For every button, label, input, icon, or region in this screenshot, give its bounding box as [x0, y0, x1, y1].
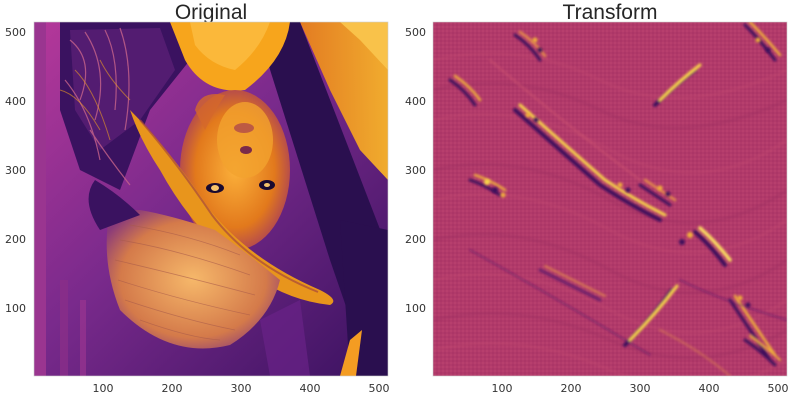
- x-tick-label: 200: [561, 382, 582, 395]
- x-tick-label: 300: [630, 382, 651, 395]
- x-tick-label: 400: [300, 382, 321, 395]
- x-tick-label: 100: [492, 382, 513, 395]
- y-tick-label: 300: [5, 164, 26, 177]
- original-y-axis: 500 400 300 200 100: [5, 26, 26, 315]
- original-image: [34, 22, 388, 376]
- y-tick-label: 500: [5, 26, 26, 39]
- y-tick-label: 500: [405, 26, 426, 39]
- y-tick-label: 300: [405, 164, 426, 177]
- y-tick-label: 200: [5, 233, 26, 246]
- transform-x-axis: 100 200 300 400 500: [492, 382, 789, 395]
- transform-image: [433, 22, 787, 376]
- y-tick-label: 100: [5, 302, 26, 315]
- x-tick-label: 300: [231, 382, 252, 395]
- original-title: Original: [175, 1, 247, 24]
- x-tick-label: 500: [768, 382, 789, 395]
- y-tick-label: 200: [405, 233, 426, 246]
- y-tick-label: 400: [405, 95, 426, 108]
- original-x-axis: 100 200 300 400 500: [93, 382, 390, 395]
- x-tick-label: 200: [162, 382, 183, 395]
- y-tick-label: 100: [405, 302, 426, 315]
- transform-y-axis: 500 400 300 200 100: [405, 26, 426, 315]
- transform-title: Transform: [563, 1, 658, 24]
- x-tick-label: 100: [93, 382, 114, 395]
- original-panel: Original: [5, 1, 390, 395]
- y-tick-label: 400: [5, 95, 26, 108]
- x-tick-label: 400: [699, 382, 720, 395]
- transform-panel: Transform: [405, 1, 789, 395]
- x-tick-label: 500: [369, 382, 390, 395]
